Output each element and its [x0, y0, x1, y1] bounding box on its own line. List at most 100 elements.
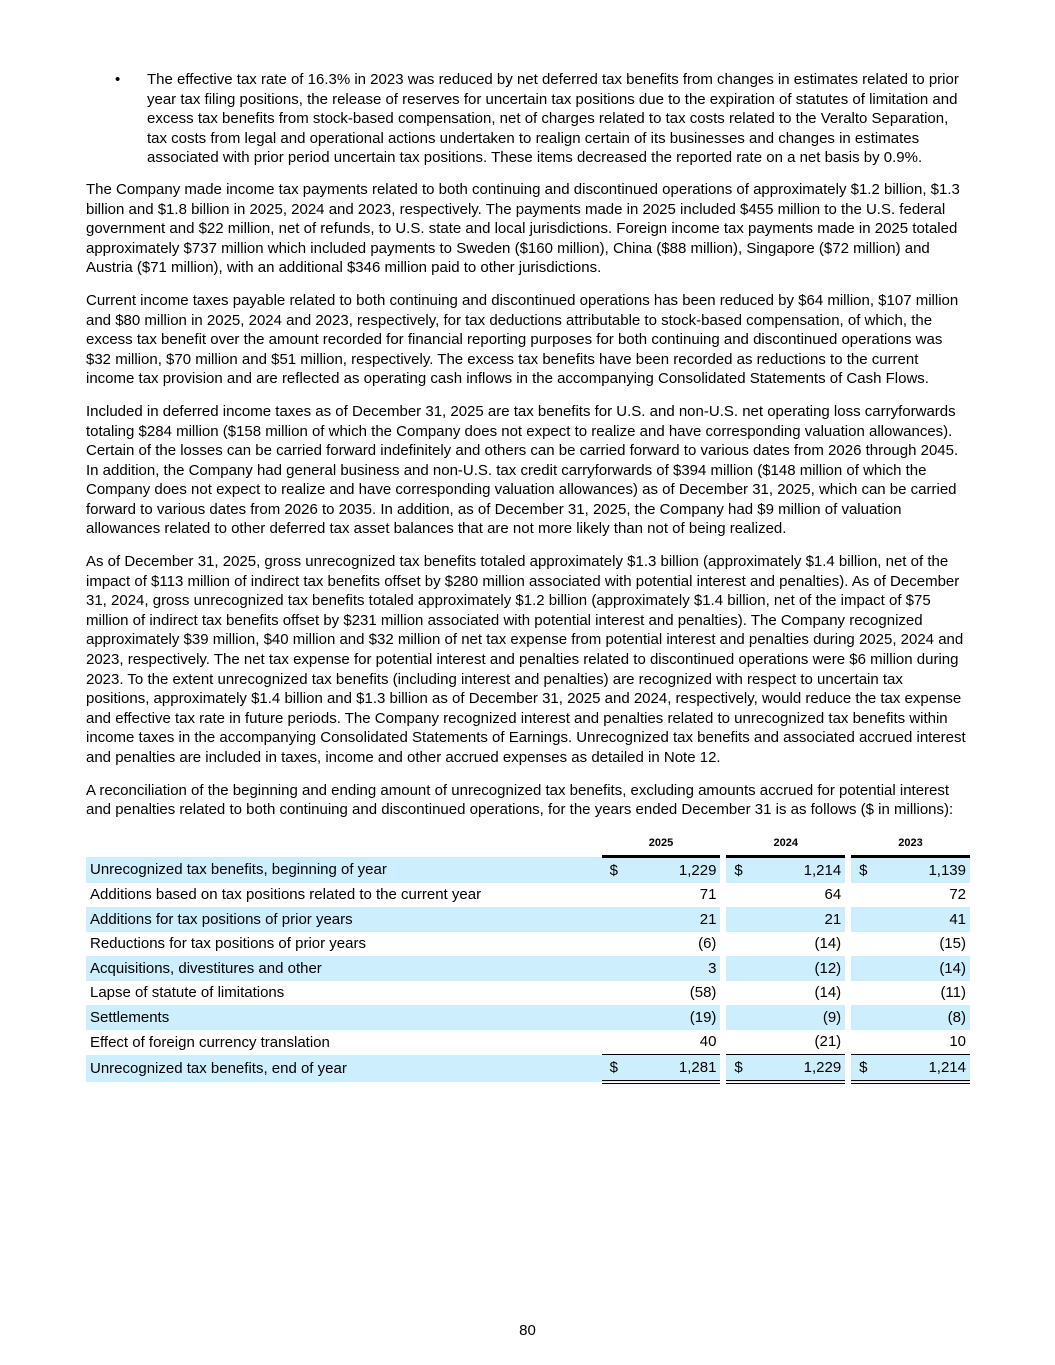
cell-value: 3 [627, 956, 721, 981]
table-row: Unrecognized tax benefits, end of year $1… [86, 1054, 970, 1084]
column-gap [845, 956, 852, 981]
cell-value: 21 [752, 907, 846, 932]
paragraph-tax-payments: The Company made income tax payments rel… [86, 180, 960, 277]
cell-value: (6) [698, 935, 717, 953]
cell-value: 40 [699, 1033, 717, 1051]
currency-symbol: $ [601, 856, 628, 883]
currency-symbol: $ [726, 856, 753, 883]
column-gap [845, 1029, 852, 1055]
table-header-row: 2025 2024 2023 [86, 833, 970, 859]
cell-value: 64 [824, 886, 842, 904]
currency-symbol [602, 1030, 628, 1055]
currency-symbol [601, 907, 628, 932]
bullet-item: • The effective tax rate of 16.3% in 202… [115, 70, 970, 168]
cell-value: (9) [752, 1005, 846, 1030]
currency-symbol [726, 956, 753, 981]
cell-value: (14) [814, 984, 842, 1002]
currency-symbol [851, 1005, 877, 1030]
column-gap [845, 882, 852, 908]
row-label: Lapse of statute of limitations [90, 984, 285, 1002]
currency-symbol [726, 907, 753, 932]
cell-value: (15) [939, 935, 966, 953]
currency-symbol [726, 1030, 752, 1055]
column-gap [845, 856, 852, 883]
currency-symbol: $ [726, 1054, 753, 1084]
currency-symbol [726, 1005, 753, 1030]
paragraph-deferred-taxes: Included in deferred income taxes as of … [86, 402, 959, 538]
table-row: Effect of foreign currency translation 40… [86, 1029, 970, 1055]
currency-symbol [601, 1005, 628, 1030]
currency-symbol: $ [851, 1054, 877, 1084]
row-label: Effect of foreign currency translation [90, 1033, 330, 1051]
reconciliation-table: 2025 2024 2023 Unrecognized tax benefits… [86, 833, 970, 1084]
currency-symbol [602, 981, 628, 1006]
bullet-icon: • [115, 71, 121, 88]
column-gap [845, 1005, 852, 1030]
column-gap [845, 931, 852, 957]
column-gap [845, 980, 852, 1006]
column-gap [845, 907, 852, 932]
table-row: Unrecognized tax benefits, beginning of … [86, 856, 970, 883]
cell-value: 41 [876, 907, 970, 932]
column-gap [720, 980, 727, 1006]
cell-value: (19) [627, 1005, 721, 1030]
row-label: Acquisitions, divestitures and other [86, 956, 602, 981]
cell-value: (14) [876, 956, 970, 981]
currency-symbol: $ [601, 1054, 628, 1084]
column-gap [720, 1029, 727, 1055]
column-gap [720, 856, 727, 883]
page-number: 80 [519, 1322, 536, 1339]
paragraph-unrecognized-benefits: As of December 31, 2025, gross unrecogni… [86, 553, 966, 766]
cell-value: (14) [814, 935, 842, 953]
year-header: 2024 [726, 833, 846, 859]
paragraph-taxes-payable: Current income taxes payable related to … [86, 291, 959, 388]
table-row: Lapse of statute of limitations (58) (14) (… [86, 980, 970, 1006]
cell-value: 72 [949, 886, 966, 904]
table-row: Reductions for tax positions of prior ye… [86, 931, 970, 957]
currency-symbol [851, 883, 877, 908]
cell-value: 1,214 [876, 1054, 970, 1084]
cell-value: 1,229 [752, 1054, 846, 1084]
column-gap [720, 956, 727, 981]
currency-symbol [851, 981, 877, 1006]
currency-symbol: $ [851, 856, 877, 883]
bullet-text: The effective tax rate of 16.3% in 2023 … [147, 71, 959, 167]
column-gap [720, 907, 727, 932]
cell-value: 10 [949, 1033, 966, 1051]
currency-symbol [851, 932, 877, 957]
row-label: Additions based on tax positions related… [90, 886, 482, 904]
row-label: Additions for tax positions of prior yea… [86, 907, 602, 932]
cell-value: 1,214 [752, 856, 846, 883]
cell-value: (58) [689, 984, 717, 1002]
currency-symbol [602, 932, 628, 957]
table-row: Settlements (19) (9) (8) [86, 1005, 970, 1030]
column-gap [720, 882, 727, 908]
currency-symbol [726, 981, 752, 1006]
cell-value: (8) [876, 1005, 970, 1030]
currency-symbol [602, 883, 628, 908]
table-row: Additions for tax positions of prior yea… [86, 907, 970, 932]
cell-value: 71 [699, 886, 717, 904]
paragraph-reconciliation-intro: A reconciliation of the beginning and en… [86, 781, 954, 819]
currency-symbol [851, 907, 877, 932]
cell-value: (12) [752, 956, 846, 981]
column-gap [720, 931, 727, 957]
cell-value: 1,229 [627, 856, 721, 883]
document-page: • The effective tax rate of 16.3% in 202… [86, 70, 970, 1084]
row-label: Reductions for tax positions of prior ye… [90, 935, 366, 953]
currency-symbol [851, 1030, 877, 1055]
column-gap [845, 1054, 852, 1082]
cell-value: (21) [814, 1033, 842, 1051]
column-gap [720, 1054, 727, 1082]
cell-value: (11) [940, 984, 966, 1002]
year-header: 2023 [851, 833, 970, 859]
currency-symbol [851, 956, 877, 981]
row-label: Unrecognized tax benefits, beginning of … [86, 856, 602, 883]
currency-symbol [726, 883, 752, 908]
row-label: Settlements [86, 1005, 602, 1030]
cell-value: 1,281 [627, 1054, 721, 1084]
table-row: Additions based on tax positions related… [86, 882, 970, 908]
cell-value: 1,139 [876, 856, 970, 883]
cell-value: 21 [627, 907, 721, 932]
row-label: Unrecognized tax benefits, end of year [86, 1054, 602, 1082]
